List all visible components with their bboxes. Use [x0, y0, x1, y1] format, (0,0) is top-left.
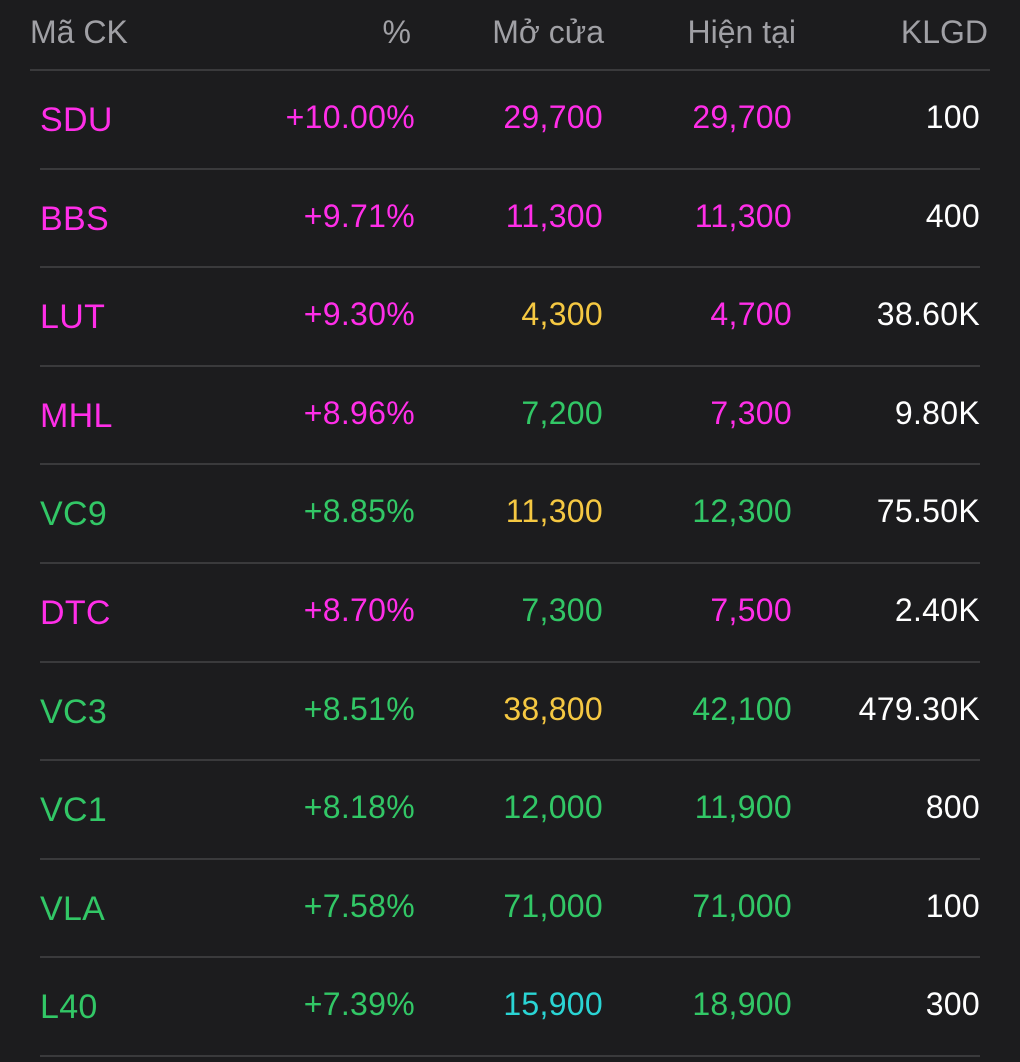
- current-price: 29,700: [692, 99, 792, 135]
- table-row[interactable]: VC9 +8.85% 11,300 12,300 75.50K: [0, 465, 1020, 564]
- current-price: 7,500: [710, 591, 792, 628]
- current-price: 12,300: [692, 493, 792, 530]
- current-price: 7,300: [710, 394, 792, 431]
- stock-symbol: VC3: [40, 692, 108, 731]
- table-row[interactable]: VC1 +8.18% 12,000 11,900 800: [0, 761, 1020, 860]
- current-price: 11,300: [694, 197, 792, 234]
- header-divider: [30, 69, 990, 71]
- header-percent[interactable]: %: [382, 14, 411, 50]
- trading-volume: 800: [925, 789, 980, 826]
- open-price: 11,300: [505, 493, 603, 530]
- trading-volume: 2.40K: [894, 591, 980, 628]
- open-price: 4,300: [521, 296, 603, 333]
- open-price: 15,900: [503, 986, 603, 1023]
- trading-volume: 75.50K: [876, 493, 980, 530]
- header-current-price[interactable]: Hiện tại: [687, 14, 797, 50]
- open-price: 12,000: [503, 789, 603, 826]
- table-row[interactable]: MHL +8.96% 7,200 7,300 9.80K: [0, 367, 1020, 466]
- table-row[interactable]: BBS +9.71% 11,300 11,300 400: [0, 170, 1020, 269]
- percent-change: +10.00%: [285, 99, 415, 135]
- percent-change: +7.39%: [303, 986, 415, 1023]
- stock-list: SDU +10.00% 29,700 29,700 100 BBS +9.71% 11,300…: [0, 71, 1020, 1057]
- trading-volume: 479.30K: [858, 690, 980, 727]
- current-price: 42,100: [692, 690, 792, 727]
- stock-symbol: LUT: [40, 298, 106, 337]
- table-row[interactable]: VLA +7.58% 71,000 71,000 100: [0, 860, 1020, 959]
- open-price: 7,200: [521, 394, 603, 431]
- trading-volume: 100: [925, 887, 980, 924]
- stock-symbol: VC9: [40, 495, 108, 534]
- header-volume[interactable]: KLGD: [900, 14, 988, 50]
- percent-change: +9.71%: [303, 197, 415, 234]
- current-price: 18,900: [692, 986, 792, 1023]
- trading-volume: 38.60K: [876, 296, 980, 333]
- table-row[interactable]: LUT +9.30% 4,300 4,700 38.60K: [0, 268, 1020, 367]
- table-row[interactable]: VC3 +8.51% 38,800 42,100 479.30K: [0, 663, 1020, 762]
- open-price: 11,300: [505, 197, 603, 234]
- current-price: 71,000: [692, 887, 792, 924]
- stock-symbol: VC1: [40, 791, 108, 830]
- percent-change: +9.30%: [303, 296, 415, 333]
- percent-change: +8.85%: [303, 493, 415, 530]
- trading-volume: 400: [925, 197, 980, 234]
- current-price: 11,900: [694, 789, 792, 826]
- stock-symbol: L40: [40, 988, 98, 1027]
- percent-change: +8.51%: [303, 690, 415, 727]
- stock-symbol: DTC: [40, 593, 111, 632]
- percent-change: +7.58%: [303, 887, 415, 924]
- open-price: 71,000: [503, 887, 603, 924]
- table-header: Mã CK % Mở cửa Hiện tại KLGD: [0, 0, 1020, 70]
- header-symbol[interactable]: Mã CK: [30, 14, 128, 50]
- stock-symbol: VLA: [40, 889, 106, 928]
- table-row[interactable]: SDU +10.00% 29,700 29,700 100: [0, 71, 1020, 170]
- percent-change: +8.70%: [303, 591, 415, 628]
- open-price: 7,300: [521, 591, 603, 628]
- stock-symbol: SDU: [40, 101, 113, 139]
- percent-change: +8.96%: [303, 394, 415, 431]
- open-price: 29,700: [503, 99, 603, 135]
- trading-volume: 300: [925, 986, 980, 1023]
- trading-volume: 9.80K: [894, 394, 980, 431]
- open-price: 38,800: [503, 690, 603, 727]
- table-row[interactable]: L40 +7.39% 15,900 18,900 300: [0, 958, 1020, 1057]
- current-price: 4,700: [710, 296, 792, 333]
- stock-symbol: MHL: [40, 396, 113, 435]
- trading-volume: 100: [925, 99, 980, 135]
- percent-change: +8.18%: [303, 789, 415, 826]
- table-row[interactable]: DTC +8.70% 7,300 7,500 2.40K: [0, 564, 1020, 663]
- header-open-price[interactable]: Mở cửa: [492, 14, 604, 50]
- stock-symbol: BBS: [40, 199, 109, 238]
